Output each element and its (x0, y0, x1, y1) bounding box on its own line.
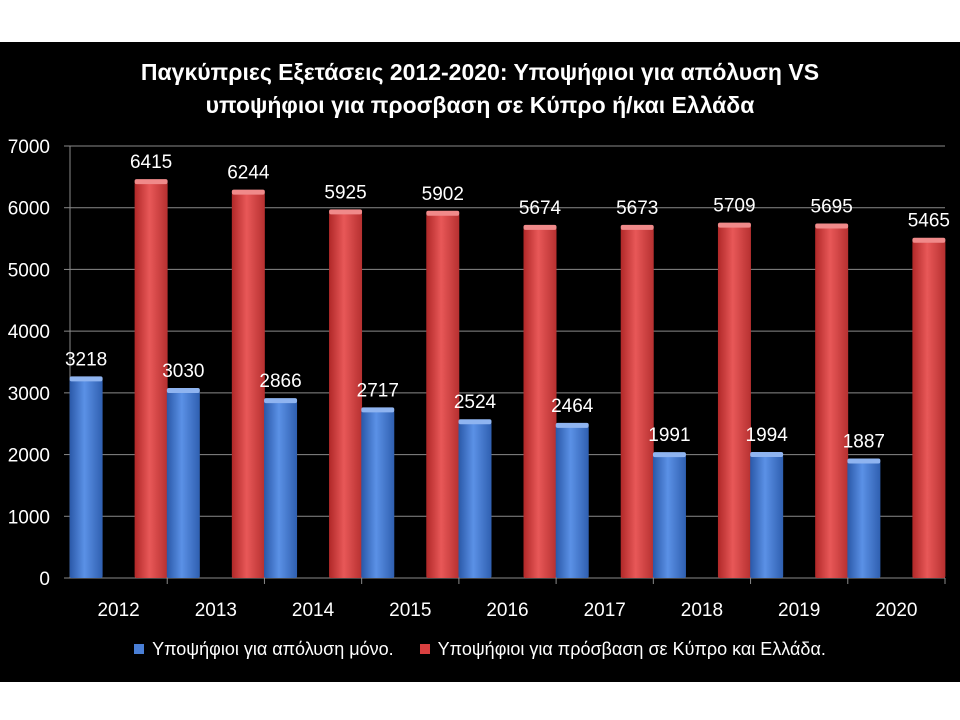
bar-series-2 (815, 226, 849, 578)
bar-top-highlight (361, 407, 395, 413)
bar-top-highlight (620, 224, 654, 230)
y-tick-label: 4000 (8, 322, 50, 343)
data-label: 1991 (648, 425, 690, 446)
data-label: 2717 (357, 380, 399, 401)
bar-top-highlight (231, 189, 265, 195)
bar-top-highlight (426, 210, 460, 216)
x-tick-label: 2020 (875, 600, 917, 621)
bar-series-2 (231, 192, 265, 578)
data-label: 1887 (843, 432, 885, 453)
chart-title-line-2: υποψήφιοι για προσβαση σε Κύπρο ή/και Ελ… (205, 92, 755, 118)
x-tick-label: 2014 (292, 600, 335, 621)
data-labels: 3218 6415 3030 6244 2866 5925 2717 5902 2524 5674… (65, 152, 950, 452)
bar-top-highlight (264, 398, 298, 404)
legend-item-series-1: Υποψήφιοι για απόλυση μόνο. (134, 639, 394, 660)
bar-top-highlight (847, 458, 881, 464)
bar-series-2 (717, 225, 751, 578)
bar-series-1 (750, 454, 784, 578)
data-label: 5709 (713, 196, 755, 217)
bar-top-highlight (134, 179, 168, 185)
bar-top-highlight (912, 237, 946, 243)
bar-top-highlight (652, 452, 686, 458)
bar-series-2 (426, 213, 460, 579)
data-label: 5925 (324, 182, 366, 203)
data-label: 6415 (130, 152, 172, 173)
x-tick-label: 2015 (389, 600, 431, 621)
y-tick-label: 6000 (8, 199, 50, 220)
legend-label-series-2: Υποψήφιοι για πρόσβαση σε Κύπρο και Ελλά… (437, 638, 826, 659)
y-tick-label: 5000 (8, 260, 50, 281)
y-tick-label: 3000 (8, 384, 50, 405)
bar-series-2 (912, 240, 946, 578)
bar-top-highlight (69, 376, 103, 382)
legend-item-series-2: Υποψήφιοι για πρόσβαση σε Κύπρο και Ελλά… (419, 638, 826, 660)
x-tick-label: 2013 (195, 600, 237, 621)
bar-series-2 (329, 212, 363, 579)
bars (69, 179, 946, 579)
bar-top-highlight (750, 451, 784, 457)
data-label: 2524 (454, 392, 497, 413)
data-label: 5695 (811, 197, 853, 218)
data-label: 5674 (519, 198, 562, 219)
data-label: 2464 (551, 396, 594, 417)
gridlines (70, 145, 945, 579)
bar-series-1 (264, 401, 298, 578)
bar-top-highlight (329, 209, 363, 215)
legend-swatch-blue (134, 644, 145, 654)
data-label: 3030 (162, 361, 204, 382)
bar-series-1 (555, 425, 589, 578)
data-label: 3218 (65, 349, 107, 370)
bar-series-2 (134, 182, 168, 579)
x-tick-label: 2018 (681, 600, 723, 621)
bar-series-1 (847, 461, 881, 578)
y-tick-label: 2000 (8, 446, 50, 467)
bar-top-highlight (523, 224, 557, 230)
y-tick-label: 7000 (8, 137, 50, 158)
legend-label-series-1: Υποψήφιοι για απόλυση μόνο. (152, 638, 394, 659)
bar-top-highlight (815, 223, 849, 229)
bar-chart: 0 1000 2000 3000 4000 5000 6000 7000 2012 2013 201… (8, 137, 950, 621)
bar-top-highlight (555, 422, 589, 428)
bar-top-highlight (717, 222, 751, 228)
data-label: 1994 (746, 425, 789, 446)
chart-title-line-1: Παγκύπριες Εξετάσεις 2012-2020: Υποψήφιο… (140, 59, 820, 85)
legend: Υποψήφιοι για απόλυση μόνο. Υποψήφιοι γι… (0, 636, 960, 662)
y-tick-label: 0 (39, 569, 50, 590)
data-label: 5902 (422, 184, 464, 205)
y-tick-label: 1000 (8, 507, 50, 528)
bar-series-2 (523, 227, 557, 579)
data-label: 6244 (227, 163, 270, 184)
data-label: 5673 (616, 198, 658, 219)
x-tick-label: 2012 (97, 600, 139, 621)
data-label: 5465 (908, 211, 950, 232)
bar-series-1 (166, 391, 200, 578)
axes: 0 1000 2000 3000 4000 5000 6000 7000 2012 2013 201… (8, 137, 946, 621)
bar-series-1 (458, 422, 492, 578)
bar-series-1 (361, 410, 395, 578)
x-tick-label: 2019 (778, 600, 820, 621)
bar-series-1 (69, 379, 103, 578)
bar-top-highlight (166, 388, 200, 394)
bar-series-2 (620, 227, 654, 579)
x-tick-label: 2016 (486, 600, 528, 621)
chart-panel: Παγκύπριες Εξετάσεις 2012-2020: Υποψήφιο… (0, 42, 960, 682)
bar-top-highlight (458, 419, 492, 425)
data-label: 2866 (259, 371, 301, 392)
bar-series-1 (652, 455, 686, 578)
x-tick-label: 2017 (584, 600, 626, 621)
chart-title: Παγκύπριες Εξετάσεις 2012-2020: Υποψήφιο… (40, 56, 920, 122)
legend-swatch-red (419, 644, 430, 654)
